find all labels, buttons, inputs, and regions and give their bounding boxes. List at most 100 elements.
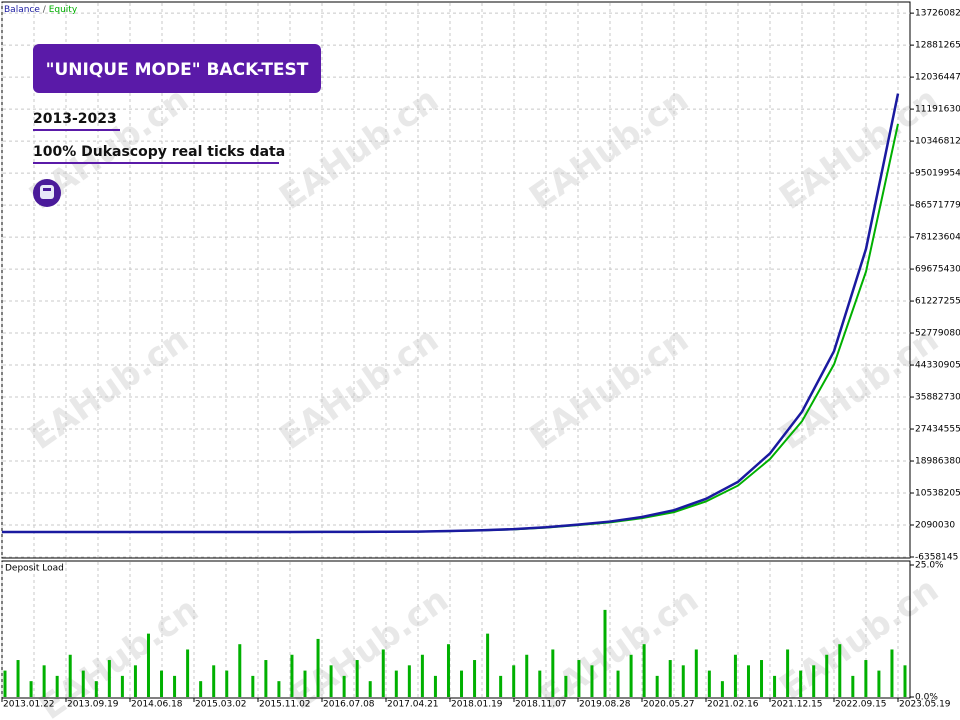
bar bbox=[29, 681, 33, 697]
x-tick-label: 2020.05.27 bbox=[643, 700, 695, 710]
bar bbox=[303, 670, 307, 697]
x-tick-label: 2021.02.16 bbox=[707, 700, 759, 710]
y-tick-label: 86571779 bbox=[915, 201, 960, 211]
bar bbox=[825, 654, 829, 697]
bar bbox=[590, 665, 594, 697]
y-tick-label: 25.0% bbox=[915, 561, 944, 571]
y-tick-label: 78123604 bbox=[915, 233, 960, 243]
y-tick-label: 69675430 bbox=[915, 265, 960, 275]
x-tick-label: 2017.04.21 bbox=[387, 700, 439, 710]
bar bbox=[733, 654, 737, 697]
bar bbox=[486, 633, 490, 697]
y-tick-label: 61227255 bbox=[915, 297, 960, 307]
y-tick-label: 27434555 bbox=[915, 425, 960, 435]
y-tick-label: 44330905 bbox=[915, 361, 960, 371]
x-tick-label: 2019.08.28 bbox=[579, 700, 631, 710]
bar bbox=[460, 670, 464, 697]
y-tick-label: 11191630 bbox=[915, 105, 960, 115]
bar bbox=[720, 681, 724, 697]
bar bbox=[68, 654, 72, 697]
bar bbox=[329, 665, 333, 697]
x-tick-label: 2023.05.19 bbox=[899, 700, 951, 710]
bar bbox=[851, 675, 855, 697]
y-tick-label: -6358145 bbox=[915, 553, 958, 563]
note: 100% Dukascopy real ticks data bbox=[33, 144, 285, 160]
bar bbox=[290, 654, 294, 697]
bar bbox=[564, 675, 568, 697]
bar bbox=[499, 675, 503, 697]
bar bbox=[120, 675, 124, 697]
bar bbox=[642, 644, 646, 697]
bar bbox=[381, 649, 385, 697]
bar bbox=[238, 644, 242, 697]
y-tick-label: 12036447 bbox=[915, 73, 960, 83]
x-tick-label: 2018.11.07 bbox=[515, 700, 567, 710]
y-tick-label: 35882730 bbox=[915, 393, 960, 403]
series-line bbox=[2, 93, 900, 534]
bar bbox=[903, 665, 907, 697]
x-tick-label: 2015.03.02 bbox=[195, 700, 247, 710]
bar bbox=[146, 633, 150, 697]
bar bbox=[551, 649, 555, 697]
legend-separator: / bbox=[43, 5, 47, 15]
bar bbox=[316, 638, 320, 697]
y-tick-label: 12881265 bbox=[915, 41, 960, 51]
period: 2013-2023 bbox=[33, 111, 117, 127]
bar bbox=[133, 665, 137, 697]
bar bbox=[864, 660, 868, 697]
x-tick-label: 2022.09.15 bbox=[835, 700, 887, 710]
bar bbox=[199, 681, 203, 697]
bar bbox=[694, 649, 698, 697]
bar bbox=[16, 660, 20, 697]
bar bbox=[186, 649, 190, 697]
bar bbox=[760, 660, 764, 697]
y-tick-label: 95019954 bbox=[915, 169, 960, 179]
bar bbox=[746, 665, 750, 697]
bar bbox=[668, 660, 672, 697]
bar bbox=[681, 665, 685, 697]
y-tick-label: 10538205 bbox=[915, 489, 960, 499]
y-tick-label: 10346812 bbox=[915, 137, 960, 147]
bar bbox=[890, 649, 894, 697]
bar bbox=[838, 644, 842, 697]
bar bbox=[212, 665, 216, 697]
bar bbox=[368, 681, 372, 697]
y-tick-label: 18986380 bbox=[915, 457, 960, 467]
bar bbox=[225, 670, 229, 697]
badge-text: "UNIQUE MODE" BACK-TEST bbox=[46, 60, 309, 80]
bar bbox=[420, 654, 424, 697]
bar bbox=[277, 681, 281, 697]
bar bbox=[786, 649, 790, 697]
bar bbox=[629, 654, 633, 697]
y-tick-label: 0.0% bbox=[915, 693, 938, 703]
bar bbox=[264, 660, 268, 697]
x-tick-label: 2013.09.19 bbox=[67, 700, 119, 710]
x-tick-label: 2015.11.02 bbox=[259, 700, 311, 710]
y-tick-label: 13726082 bbox=[915, 9, 960, 19]
bar bbox=[446, 644, 450, 697]
bar bbox=[799, 670, 803, 697]
bar bbox=[538, 670, 542, 697]
bar bbox=[3, 670, 7, 697]
x-tick-label: 2016.07.08 bbox=[323, 700, 375, 710]
bar bbox=[173, 675, 177, 697]
bar bbox=[81, 670, 85, 697]
bar bbox=[394, 670, 398, 697]
bar bbox=[603, 609, 607, 697]
y-tick-label: 2090030 bbox=[915, 521, 955, 531]
bar bbox=[94, 681, 98, 697]
bar bbox=[407, 665, 411, 697]
x-tick-label: 2014.06.18 bbox=[131, 700, 183, 710]
bar bbox=[473, 660, 477, 697]
legend-entry: Balance bbox=[4, 5, 40, 15]
bar bbox=[55, 675, 59, 697]
legend: Balance / Equity bbox=[4, 5, 78, 15]
bar bbox=[107, 660, 111, 697]
bar bbox=[773, 675, 777, 697]
logo-icon bbox=[33, 179, 61, 207]
legend-entry: Equity bbox=[49, 5, 78, 15]
bar bbox=[707, 670, 711, 697]
bar bbox=[433, 675, 437, 697]
bar bbox=[512, 665, 516, 697]
x-tick-label: 2021.12.15 bbox=[771, 700, 823, 710]
